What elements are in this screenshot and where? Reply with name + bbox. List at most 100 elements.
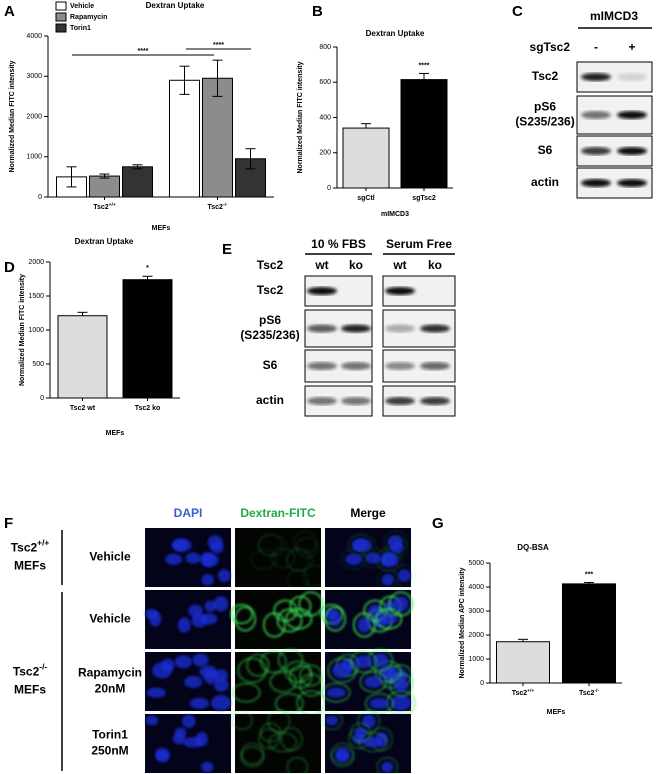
nucleus [189, 697, 210, 710]
nucleus [217, 569, 231, 583]
fitc-signal [246, 653, 270, 677]
fitc-signal [375, 608, 403, 630]
significance-label: **** [213, 42, 224, 49]
blot-band [420, 397, 450, 405]
fitc-signal [388, 591, 414, 617]
blot-row-label: (S235/236) [240, 328, 299, 342]
y-tick-label: 1500 [28, 293, 44, 300]
group-label: Tsc2+/+ [11, 538, 50, 555]
nucleus [213, 678, 229, 692]
legend-label: Torin1 [70, 25, 91, 32]
fitc-signal [289, 595, 312, 617]
nucleus [149, 611, 162, 627]
fitc-signal [376, 569, 399, 591]
blot-band [385, 287, 415, 295]
fitc-signal [385, 536, 409, 559]
bar [400, 79, 448, 189]
fitc-signal [231, 682, 261, 703]
significance-label: **** [138, 48, 149, 55]
legend-label: Rapamycin [70, 14, 107, 21]
bar [122, 279, 173, 399]
nucleus [379, 613, 398, 625]
x-tick-label: Tsc2 wt [70, 405, 96, 412]
legend-swatch [55, 1, 67, 11]
y-tick-label: 5000 [468, 560, 484, 567]
bar [169, 79, 200, 198]
lane-label: ko [428, 258, 442, 272]
fitc-signal [359, 671, 388, 693]
panel-letter: A [4, 3, 15, 20]
x-tick-label: Tsc2+/+ [512, 688, 535, 697]
blot-row-label: Tsc2 [257, 283, 284, 297]
nucleus [188, 604, 203, 617]
blot-band [420, 324, 450, 333]
fitc-signal [303, 564, 326, 587]
group-label: 10 % FBS [311, 237, 366, 251]
y-tick-label: 4000 [26, 33, 42, 40]
y-tick-label: 1000 [468, 656, 484, 663]
x-axis-label: MEFs [547, 709, 566, 716]
y-tick-label: 800 [319, 44, 331, 51]
lane-label: ko [349, 258, 363, 272]
legend-swatch [55, 12, 67, 22]
nucleus [393, 678, 409, 692]
nucleus [364, 675, 383, 688]
legend-label: Vehicle [70, 3, 94, 10]
blot-row-label: actin [531, 175, 559, 189]
nucleus [335, 747, 350, 761]
blot-band [617, 111, 647, 119]
fitc-signal [240, 742, 265, 765]
nucleus [390, 694, 411, 711]
nucleus [185, 552, 201, 564]
fitc-signal [257, 533, 283, 556]
fitc-signal [376, 756, 399, 774]
fitc-signal [321, 682, 351, 703]
y-tick-label: 3000 [468, 608, 484, 615]
nucleus [332, 662, 353, 679]
nucleus [365, 552, 381, 564]
nucleus [368, 604, 383, 617]
fitc-signal [320, 710, 343, 731]
bar [496, 641, 550, 684]
y-axis-label: Normalized Median FITC intensity [19, 274, 26, 386]
fitc-signal [353, 612, 376, 638]
nucleus [354, 655, 373, 669]
nucleus [352, 538, 368, 552]
superscript: -/- [594, 688, 599, 694]
y-tick-label: 2000 [28, 259, 44, 266]
chart-title: Dextran Uptake [75, 237, 134, 246]
blot-band [341, 362, 371, 370]
lane-label: wt [392, 258, 406, 272]
fitc-signal [267, 709, 291, 733]
nucleus [192, 653, 209, 667]
y-axis-label: Normalized Median APC intensity [459, 567, 466, 678]
bar [122, 166, 153, 198]
bar [562, 583, 616, 684]
x-axis-label: mIMCD3 [381, 211, 409, 218]
blot-row-label: S6 [263, 358, 278, 372]
nucleus [174, 727, 187, 738]
fitc-signal [286, 569, 309, 591]
nucleus [210, 694, 231, 711]
bar [89, 175, 120, 198]
x-tick-label: Tsc2-/- [579, 688, 599, 697]
superscript: +/+ [109, 202, 116, 208]
nucleus [155, 747, 170, 761]
x-tick-label: sgCtl [357, 195, 375, 202]
fitc-signal [276, 608, 303, 633]
legend-swatch [55, 23, 67, 33]
lane-label: wt [314, 258, 328, 272]
blot-band [420, 362, 450, 370]
significance-label: * [146, 265, 149, 272]
y-tick-label: 500 [32, 361, 44, 368]
nucleus [345, 553, 363, 566]
x-tick-label: Tsc2 ko [135, 405, 161, 412]
fitc-signal [268, 732, 298, 753]
nucleus [165, 553, 183, 566]
y-tick-label: 0 [38, 194, 42, 201]
nucleus [381, 761, 394, 773]
y-tick-label: 0 [480, 680, 484, 687]
fitc-signal [270, 547, 296, 569]
nucleus [369, 697, 390, 710]
